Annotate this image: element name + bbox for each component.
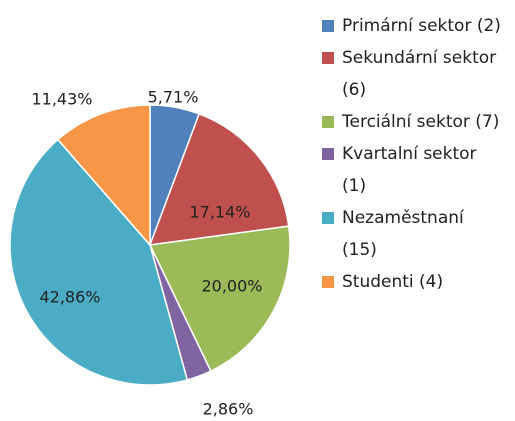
legend-label: Sekundární sektor (6): [342, 48, 497, 100]
legend-item: Studenti (4): [322, 266, 512, 298]
legend-item: Terciální sektor (7): [322, 106, 512, 138]
legend: Primární sektor (2) Sekundární sektor (6)…: [322, 10, 512, 298]
legend-swatch: [322, 148, 334, 160]
legend-swatch: [322, 20, 334, 32]
legend-label: Nezaměstnaní (15): [342, 208, 464, 260]
data-label: 5,71%: [148, 88, 199, 107]
legend-item: Nezaměstnaní (15): [322, 202, 512, 266]
legend-swatch: [322, 276, 334, 288]
pie-slice: [148, 225, 291, 373]
legend-label: Primární sektor (2): [342, 16, 501, 36]
pie-slice: [148, 112, 290, 246]
legend-swatch: [322, 212, 334, 224]
pie: 5,71% 17,14% 20,00% 2,86% 42,86% 11,43%: [9, 88, 291, 419]
pie-slice: [9, 138, 189, 386]
data-label: 20,00%: [201, 277, 262, 296]
data-label: 11,43%: [31, 90, 92, 109]
legend-swatch: [322, 116, 334, 128]
legend-item: Kvartalní sektor (1): [322, 138, 512, 202]
legend-item: Primární sektor (2): [322, 10, 512, 42]
data-label: 42,86%: [39, 288, 100, 307]
legend-item: Sekundární sektor (6): [322, 42, 512, 106]
legend-swatch: [322, 52, 334, 64]
pie-slice: [56, 104, 151, 247]
legend-label: Terciální sektor (7): [342, 112, 500, 132]
data-label: 2,86%: [203, 400, 254, 419]
legend-label: Kvartalní sektor (1): [342, 144, 477, 196]
data-label: 17,14%: [189, 203, 250, 222]
legend-label: Studenti (4): [342, 272, 444, 292]
